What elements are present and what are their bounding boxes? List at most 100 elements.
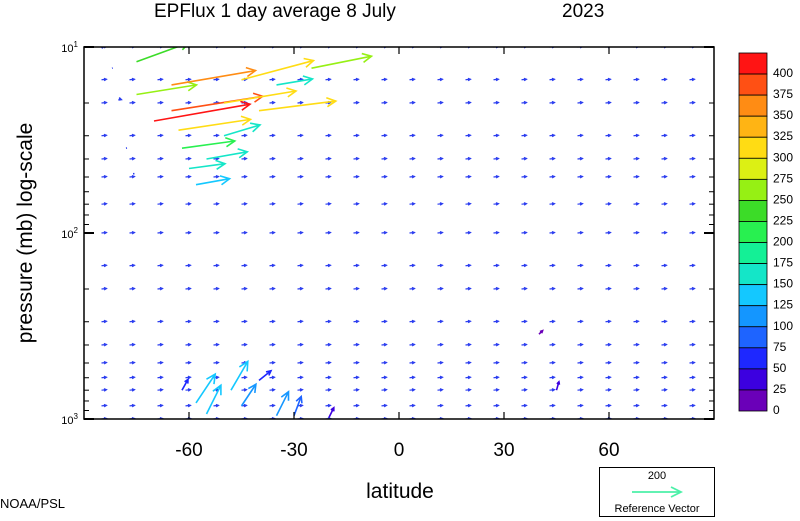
colorbar-swatch (738, 221, 768, 243)
vector-arrow (493, 388, 500, 392)
vector-arrow (381, 388, 388, 392)
vector-arrow (549, 403, 556, 408)
vector-arrow (269, 156, 276, 161)
vector-arrow (661, 156, 668, 161)
vector-arrow (549, 202, 556, 206)
vector-arrow (269, 202, 276, 206)
vector-arrow (325, 388, 332, 392)
vector-arrow (136, 47, 187, 63)
vector-arrow (493, 100, 500, 105)
colorbar-label: 400 (773, 66, 793, 80)
colorbar-label: 175 (773, 256, 793, 270)
vector-arrow (633, 77, 640, 82)
vector-arrow (409, 286, 416, 291)
vector-arrow (633, 375, 640, 380)
vector-arrow (465, 403, 472, 408)
vector-arrow (171, 66, 258, 86)
colorbar-swatch (738, 284, 768, 307)
vector-arrow (549, 388, 556, 392)
vector-arrow (538, 329, 544, 335)
vector-arrow (633, 230, 640, 235)
vector-arrow (381, 174, 388, 179)
vector-arrow (549, 286, 556, 291)
vector-arrow (437, 360, 444, 365)
vector-arrow (129, 230, 136, 235)
vector-arrow (241, 286, 248, 291)
vector-arrow (213, 263, 220, 268)
vector-arrow (577, 174, 584, 179)
vector-arrow (661, 360, 668, 365)
vector-arrow (101, 133, 108, 138)
colorbar-swatch (738, 347, 768, 370)
vector-arrow (549, 319, 556, 324)
vector-arrow (605, 263, 612, 268)
vector-arrow (325, 230, 332, 235)
vector-arrow (577, 403, 584, 408)
vector-arrow (493, 133, 500, 138)
vector-arrow (633, 403, 640, 408)
vector-arrow (275, 390, 290, 417)
vector-arrow (185, 202, 192, 206)
vector-arrow (605, 360, 612, 365)
vector-arrow (185, 230, 192, 235)
vector-arrow (325, 263, 332, 268)
vector-arrow (101, 375, 108, 380)
vector-arrow (521, 100, 528, 105)
vector-arrow (185, 388, 192, 392)
vector-arrow (381, 342, 388, 347)
vector-arrow (577, 375, 584, 380)
vector-arrow (129, 77, 136, 82)
vector-arrow (181, 136, 237, 149)
vector-arrow (661, 403, 668, 408)
plot-frame (83, 46, 715, 420)
vector-arrow (293, 394, 303, 416)
vector-arrow (353, 174, 360, 179)
vector-arrow (129, 156, 136, 161)
vector-arrow (101, 156, 108, 161)
vector-arrow (213, 286, 220, 291)
vector-arrow (353, 100, 360, 105)
vector-arrow (157, 156, 164, 161)
vector-arrow (129, 286, 136, 291)
x-tick-label: -30 (280, 440, 307, 461)
colorbar-label: 350 (773, 108, 793, 122)
vector-arrow (465, 388, 472, 392)
vector-arrow (689, 133, 696, 138)
vector-arrow (129, 360, 136, 365)
vector-arrow (230, 359, 249, 391)
vector-arrow (555, 380, 561, 391)
vector-arrow (129, 375, 136, 380)
vector-arrow (605, 319, 612, 324)
vector-arrow (605, 156, 612, 161)
vector-arrow (409, 77, 416, 82)
y-axis-label: pressure (mb) log-scale (14, 123, 37, 344)
colorbar-swatch (738, 136, 768, 159)
vector-arrow (521, 77, 528, 82)
reference-vector-label: Reference Vector (614, 503, 700, 515)
vector-arrow (101, 100, 108, 105)
vector-arrow (129, 403, 136, 408)
vector-arrow (437, 388, 444, 392)
vector-arrow (605, 403, 612, 408)
vector-arrow (297, 342, 304, 347)
vector-arrow (241, 388, 248, 392)
reference-arrow-icon (632, 486, 684, 498)
vector-arrow (328, 406, 335, 418)
vector-arrow (465, 156, 472, 161)
vector-arrow (213, 202, 220, 206)
vector-arrow (353, 202, 360, 206)
vector-arrow (101, 77, 108, 82)
vector-arrow (549, 375, 556, 380)
vector-arrow (409, 263, 416, 268)
colorbar-label: 50 (773, 361, 787, 375)
vector-arrow (689, 375, 696, 380)
colorbar-swatch (738, 115, 768, 138)
vector-arrow (437, 263, 444, 268)
vector-arrow (129, 263, 136, 268)
vector-arrow (493, 174, 500, 179)
colorbar-label: 375 (773, 87, 793, 101)
vector-arrow (437, 286, 444, 291)
vector-arrow (661, 133, 668, 138)
vector-arrow (605, 388, 612, 392)
